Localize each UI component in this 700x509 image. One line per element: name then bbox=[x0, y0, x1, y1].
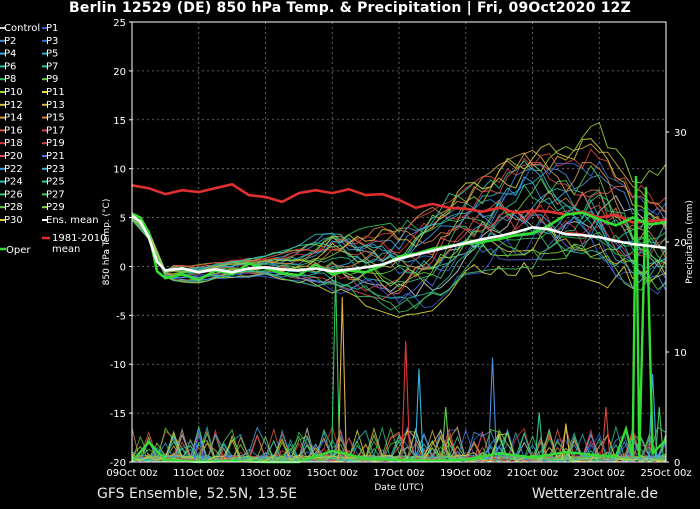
precip-spike bbox=[534, 412, 544, 460]
precip-spike bbox=[331, 274, 341, 460]
legend-label: Ens. mean bbox=[46, 215, 99, 226]
legend-label: P6 bbox=[4, 61, 16, 72]
y-tick-label: 5 bbox=[120, 214, 126, 225]
member-line bbox=[131, 161, 667, 300]
x-tick-label: 25Oct 00z bbox=[640, 468, 691, 479]
ens-mean-line bbox=[131, 214, 667, 274]
legend-label: P20 bbox=[4, 151, 23, 162]
member-line bbox=[131, 206, 667, 274]
legend-label: P23 bbox=[46, 164, 65, 175]
legend-label: P9 bbox=[46, 74, 58, 85]
x-tick-label: 15Oct 00z bbox=[307, 468, 358, 479]
legend-label: P1 bbox=[46, 23, 58, 34]
legend-label: P14 bbox=[4, 113, 23, 124]
y2-tick-label: 30 bbox=[674, 128, 687, 139]
source-credit: Wetterzentrale.de bbox=[531, 486, 658, 502]
member-precip-line bbox=[131, 428, 667, 463]
legend-label: P10 bbox=[4, 87, 23, 98]
member-line bbox=[131, 217, 667, 287]
precip-spike bbox=[654, 406, 664, 460]
precip-spike bbox=[648, 373, 658, 460]
legend-label: P5 bbox=[46, 49, 58, 60]
y2-tick-label: 0 bbox=[674, 458, 680, 469]
y2-tick-label: 20 bbox=[674, 238, 687, 249]
member-line bbox=[131, 215, 667, 309]
legend-label-climate-2: mean bbox=[52, 244, 80, 255]
precip-spike bbox=[414, 368, 424, 460]
legend-label: P16 bbox=[4, 125, 23, 136]
y-tick-label: -5 bbox=[116, 311, 126, 322]
precip-spike bbox=[337, 296, 347, 460]
x-axis-label: Date (UTC) bbox=[374, 483, 423, 493]
x-tick-label: 09Oct 00z bbox=[106, 468, 157, 479]
precip-spike bbox=[401, 340, 411, 460]
model-info: GFS Ensemble, 52.5N, 13.5E bbox=[97, 486, 298, 502]
legend-label: P4 bbox=[4, 49, 16, 60]
y-tick-label: -10 bbox=[110, 360, 126, 371]
legend-label: P11 bbox=[46, 87, 65, 98]
member-line bbox=[131, 194, 667, 311]
y-tick-label: 0 bbox=[120, 262, 126, 273]
legend-label: P17 bbox=[46, 125, 65, 136]
y-axis-label: 850 hPa Temp. (°C) bbox=[102, 199, 112, 286]
y2-tick-label: 10 bbox=[674, 348, 687, 359]
legend-label: P18 bbox=[4, 138, 23, 149]
oper-precip-line bbox=[131, 175, 667, 464]
legend-label: P15 bbox=[46, 113, 65, 124]
x-tick-label: 23Oct 00z bbox=[574, 468, 625, 479]
legend-label: P27 bbox=[46, 189, 65, 200]
legend-label: Control bbox=[4, 23, 40, 34]
y-tick-label: 15 bbox=[113, 116, 126, 127]
ensemble-member-lines bbox=[131, 122, 667, 318]
precip-spike bbox=[441, 406, 451, 460]
legend-label: P26 bbox=[4, 189, 23, 200]
precip-spike bbox=[561, 423, 571, 460]
legend-label: P12 bbox=[4, 100, 23, 111]
legend-label: P24 bbox=[4, 177, 23, 188]
legend-label: P25 bbox=[46, 177, 65, 188]
legend-label: P30 bbox=[4, 215, 23, 226]
x-tick-label: 13Oct 00z bbox=[240, 468, 291, 479]
legend-label: P8 bbox=[4, 74, 16, 85]
legend-label: P21 bbox=[46, 151, 65, 162]
legend-label: P13 bbox=[46, 100, 65, 111]
y-tick-label: -20 bbox=[110, 458, 126, 469]
y-tick-label: 20 bbox=[113, 67, 126, 78]
x-tick-label: 17Oct 00z bbox=[373, 468, 424, 479]
legend-label: P29 bbox=[46, 202, 65, 213]
y-tick-label: 10 bbox=[113, 165, 126, 176]
precip-spike bbox=[194, 428, 204, 460]
legend-label-climate: 1981-2010 bbox=[52, 233, 107, 244]
legend-label: P7 bbox=[46, 61, 58, 72]
precip-spike bbox=[601, 406, 611, 460]
y-tick-label: -15 bbox=[110, 409, 126, 420]
axis-ticks: 25 20 15 10 5 0 -5 -10 -15 -20 0 10 20 30 09Oct 00z 11O… bbox=[106, 18, 691, 479]
y-tick-label: 25 bbox=[113, 18, 126, 29]
main-series-lines bbox=[131, 175, 667, 464]
x-tick-label: 19Oct 00z bbox=[440, 468, 491, 479]
legend-label-oper: Oper bbox=[6, 245, 31, 256]
member-line bbox=[131, 148, 667, 274]
member-precip-line bbox=[131, 427, 667, 463]
legend-label: P28 bbox=[4, 202, 23, 213]
legend-label: P2 bbox=[4, 36, 16, 47]
legend: Control P1 P2 P3 P4 P5 P6 P7 P8 P9 P10 P11 P12 P13 P14… bbox=[0, 23, 107, 256]
member-line bbox=[131, 218, 667, 313]
chart-title: Berlin 12529 (DE) 850 hPa Temp. & Precip… bbox=[69, 0, 631, 16]
legend-label: P22 bbox=[4, 164, 23, 175]
y2-axis-label: Precipitation (mm) bbox=[685, 200, 695, 284]
legend-label: P19 bbox=[46, 138, 65, 149]
precip-spike bbox=[487, 357, 498, 460]
legend-label: P3 bbox=[46, 36, 58, 47]
x-tick-label: 21Oct 00z bbox=[507, 468, 558, 479]
x-tick-label: 11Oct 00z bbox=[173, 468, 224, 479]
